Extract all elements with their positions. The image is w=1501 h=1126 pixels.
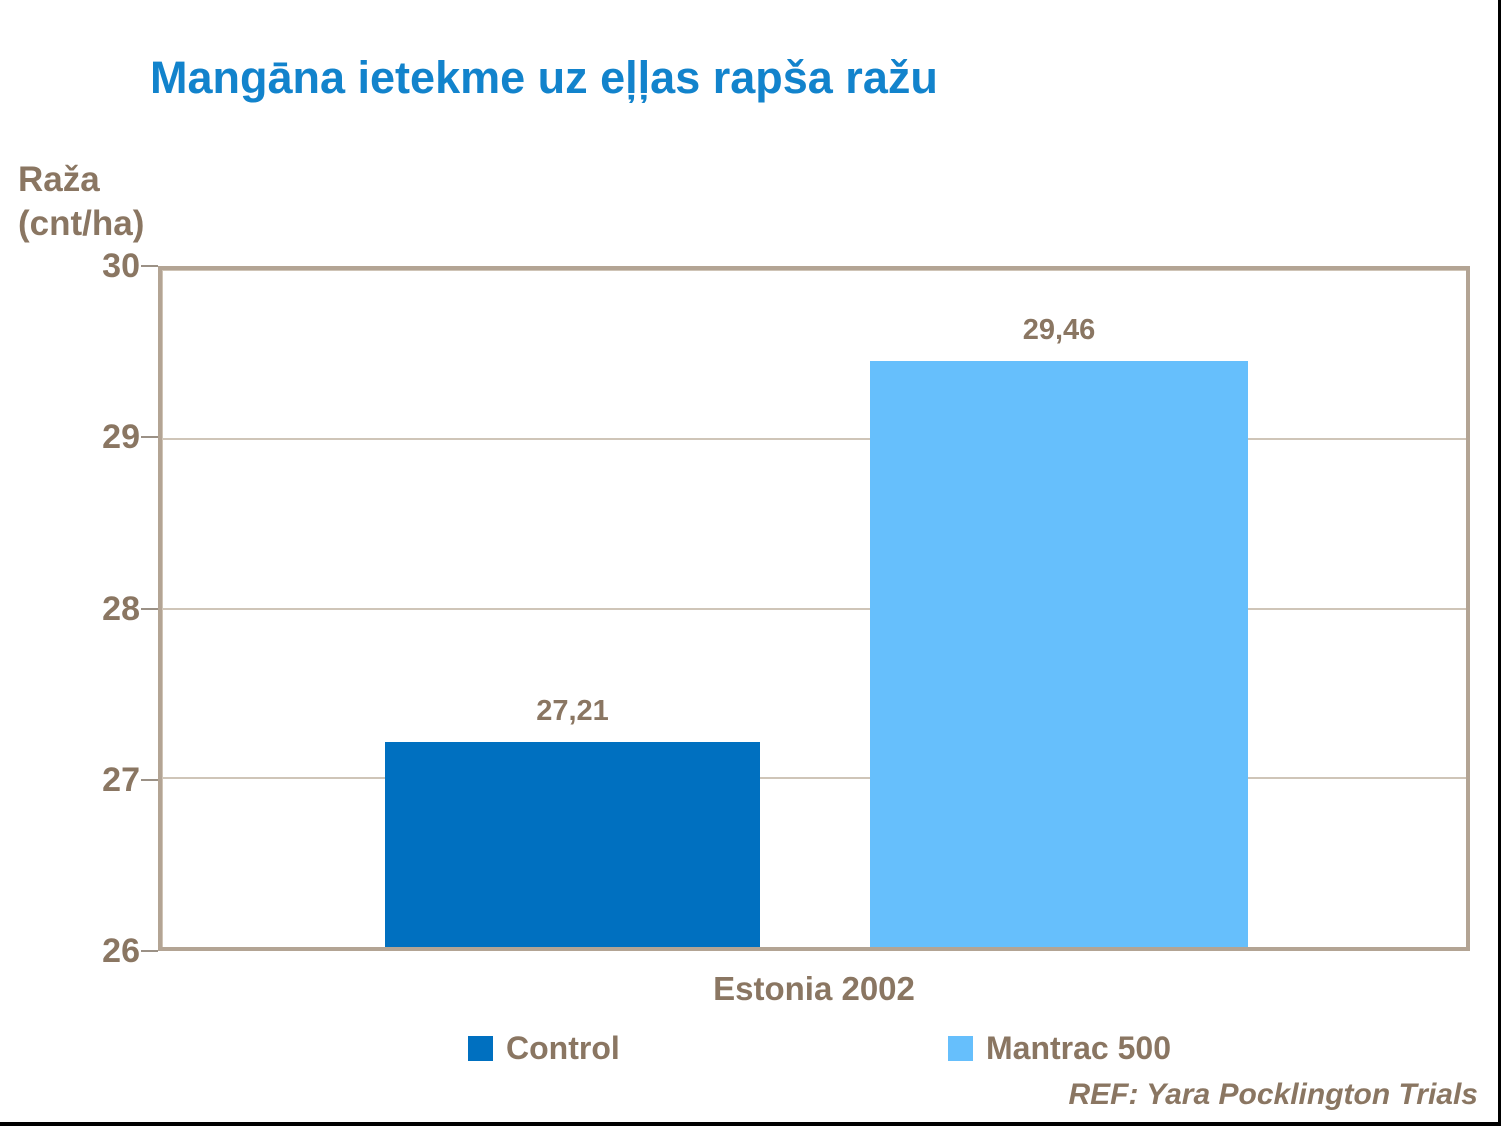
bar-mantrac-500 xyxy=(870,361,1248,947)
tick-mark xyxy=(141,608,158,610)
y-tick-label-26: 26 xyxy=(102,932,140,970)
chart-title: Mangāna ietekme uz eļļas rapša ražu xyxy=(150,52,938,103)
y-tick-label-30: 30 xyxy=(102,247,140,285)
legend-swatch-mantrac-500-icon xyxy=(948,1036,973,1061)
gridline-27 xyxy=(162,777,1466,779)
bar-value-label-mantrac-500: 29,46 xyxy=(1022,314,1096,346)
x-category-label: Estonia 2002 xyxy=(713,970,915,1007)
gridline-28 xyxy=(162,608,1466,610)
bar-control xyxy=(385,742,760,947)
y-axis-title-line2: (cnt/ha) xyxy=(18,203,145,243)
y-axis-title: Raža (cnt/ha) xyxy=(18,158,144,246)
legend-item-control: Control xyxy=(468,1030,620,1067)
tick-mark xyxy=(141,779,158,781)
legend-item-mantrac-500: Mantrac 500 xyxy=(948,1030,1171,1067)
footer-ref: REF: Yara Pocklington Trials xyxy=(1068,1078,1478,1111)
bar-value-label-control: 27,21 xyxy=(536,695,609,727)
tick-mark xyxy=(141,265,158,267)
legend-label-control: Control xyxy=(506,1030,620,1066)
tick-mark xyxy=(141,950,158,952)
tick-mark xyxy=(141,436,158,438)
gridline-29 xyxy=(162,438,1466,440)
y-tick-label-28: 28 xyxy=(102,590,140,628)
y-tick-label-29: 29 xyxy=(102,418,140,456)
legend-label-mantrac-500: Mantrac 500 xyxy=(986,1030,1171,1066)
legend-swatch-control-icon xyxy=(468,1036,493,1061)
y-tick-label-27: 27 xyxy=(102,761,140,799)
y-axis-title-line1: Raža xyxy=(18,160,100,199)
plot-area: 27,21 29,46 xyxy=(158,266,1470,951)
